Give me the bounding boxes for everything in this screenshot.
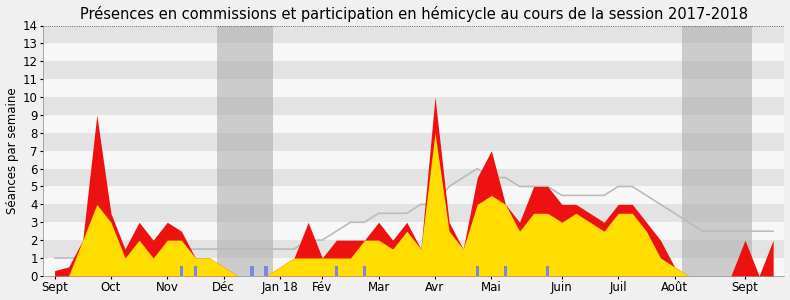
Bar [43, 26, 784, 44]
Bar [264, 266, 268, 276]
Bar [43, 187, 784, 204]
Bar [682, 26, 752, 276]
Y-axis label: Séances par semaine: Séances par semaine [6, 87, 18, 214]
Bar [250, 266, 254, 276]
Bar [43, 133, 784, 151]
Bar [43, 258, 784, 276]
Bar [43, 169, 784, 187]
Bar [43, 61, 784, 79]
Bar [43, 97, 784, 115]
Title: Présences en commissions et participation en hémicycle au cours de la session 20: Présences en commissions et participatio… [80, 6, 748, 22]
Bar [43, 222, 784, 240]
Bar [216, 26, 273, 276]
Bar [43, 44, 784, 61]
Bar [335, 266, 338, 276]
Bar [546, 266, 550, 276]
Bar [43, 151, 784, 169]
Bar [179, 266, 183, 276]
Bar [476, 266, 479, 276]
Bar [43, 79, 784, 97]
Bar [363, 266, 367, 276]
Bar [43, 204, 784, 222]
Bar [43, 240, 784, 258]
Bar [504, 266, 507, 276]
Bar [194, 266, 198, 276]
Bar [43, 115, 784, 133]
